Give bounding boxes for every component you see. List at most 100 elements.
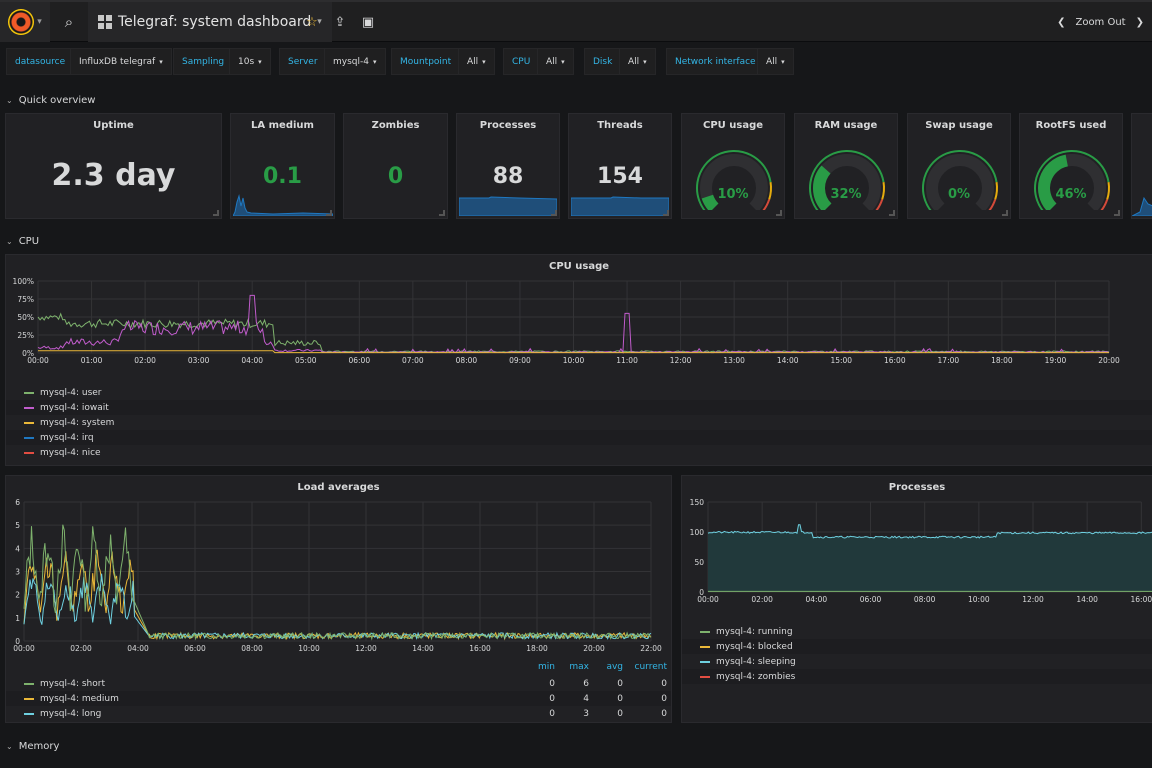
gauge xyxy=(1034,150,1110,210)
panel-cpu-usage-graph[interactable]: CPU usage 100% 75% 50% 25% 0% 00:00 01:00 02:00… xyxy=(5,254,1152,466)
var-label-disk: Disk xyxy=(584,48,622,75)
resize-handle[interactable] xyxy=(776,210,782,216)
panel-title: Swap usage xyxy=(925,120,993,131)
legend-col-min[interactable]: min xyxy=(538,662,555,672)
cpu-usage-chart: 100% 75% 50% 25% 0%00:00 01:00 02:00 03:00 04:00… xyxy=(13,277,1120,365)
panel-threads[interactable]: Threads 154 xyxy=(568,113,672,219)
var-select-sampling[interactable]: 10s ▾ xyxy=(229,48,271,75)
row-cpu[interactable]: ⌄ CPU xyxy=(6,233,39,249)
star-icon[interactable]: ☆ xyxy=(306,14,318,30)
chevron-left-icon[interactable]: ❮ xyxy=(1057,16,1066,28)
y-tick-label: 150 xyxy=(690,498,705,507)
stat-value: 0.1 xyxy=(263,164,302,189)
legend-label: mysql-4: sleeping xyxy=(716,656,796,667)
panel-zombies[interactable]: Zombies 0 xyxy=(343,113,448,219)
x-tick-label: 04:00 xyxy=(241,356,263,365)
legend-col-current[interactable]: current xyxy=(634,662,667,672)
legend-item-system[interactable]: mysql-4: system xyxy=(6,415,1152,430)
resize-handle[interactable] xyxy=(889,210,895,216)
x-tick-label: 02:00 xyxy=(70,644,92,653)
row-memory[interactable]: ⌄ Memory xyxy=(6,738,59,754)
resize-handle[interactable] xyxy=(663,210,669,216)
grafana-logo-icon xyxy=(8,9,35,35)
x-tick-label: 09:00 xyxy=(509,356,531,365)
stat-value: 88 xyxy=(492,164,524,189)
legend-item-user[interactable]: mysql-4: user xyxy=(6,385,1152,400)
resize-handle[interactable] xyxy=(213,210,219,216)
sparkline xyxy=(233,194,333,216)
panel-la-medium[interactable]: LA medium 0.1 xyxy=(230,113,335,219)
x-tick-label: 06:00 xyxy=(184,644,206,653)
var-select-datasource[interactable]: InfluxDB telegraf ▾ xyxy=(70,48,172,75)
resize-handle[interactable] xyxy=(1114,210,1120,216)
chevron-right-icon[interactable]: ❯ xyxy=(1135,16,1144,28)
gauge-threshold-ok xyxy=(922,150,998,210)
legend-item-iowait[interactable]: mysql-4: iowait xyxy=(6,400,1152,415)
legend-item-zombies[interactable]: mysql-4: zombies xyxy=(682,669,1152,684)
panel-title: Threads xyxy=(597,120,643,131)
gauge-track xyxy=(926,154,994,210)
grafana-menu-button[interactable]: ▾ xyxy=(0,2,50,42)
gauge-fill xyxy=(813,165,832,210)
var-select-network-interface[interactable]: All ▾ xyxy=(757,48,794,75)
x-tick-label: 20:00 xyxy=(1098,356,1120,365)
x-tick-label: 17:00 xyxy=(938,356,960,365)
legend-col-max[interactable]: max xyxy=(569,662,589,672)
legend-swatch xyxy=(700,660,710,663)
panel-processes[interactable]: Processes 88 xyxy=(456,113,560,219)
legend-item-running[interactable]: mysql-4: running xyxy=(682,624,1152,639)
var-label-datasource: datasource xyxy=(6,48,75,75)
x-tick-label: 03:00 xyxy=(188,356,210,365)
gauge-fill xyxy=(701,194,719,210)
x-tick-label: 18:00 xyxy=(991,356,1013,365)
legend-swatch xyxy=(24,682,34,685)
panel-processes-graph[interactable]: Processes 150 100 50 0 00:00 02:00 04:00 06:00 0… xyxy=(681,475,1152,723)
zoom-out-button[interactable]: ❮ Zoom Out ❯ xyxy=(1049,2,1152,42)
gauge-threshold-ok xyxy=(1034,150,1110,210)
panel-title: CPU usage xyxy=(548,261,610,272)
series-system xyxy=(38,350,1109,354)
row-title: CPU xyxy=(18,235,40,247)
series-short xyxy=(23,524,652,641)
row-title: Quick overview xyxy=(18,94,96,106)
search-button[interactable]: ⌕ xyxy=(52,2,86,42)
legend-item-nice[interactable]: mysql-4: nice xyxy=(6,445,1152,460)
legend-label: mysql-4: running xyxy=(716,626,793,637)
x-tick-label: 12:00 xyxy=(1022,595,1044,604)
x-tick-label: 14:00 xyxy=(777,356,799,365)
panel-ram-usage-gauge[interactable]: RAM usage 32% xyxy=(794,113,898,219)
y-tick-label: 0 xyxy=(15,637,20,646)
resize-handle[interactable] xyxy=(551,210,557,216)
legend-item-irq[interactable]: mysql-4: irq xyxy=(6,430,1152,445)
resize-handle[interactable] xyxy=(326,210,332,216)
legend-item-blocked[interactable]: mysql-4: blocked xyxy=(682,639,1152,654)
var-select-server[interactable]: mysql-4 ▾ xyxy=(324,48,386,75)
resize-handle[interactable] xyxy=(439,210,445,216)
panel-swap-usage-gauge[interactable]: Swap usage 0% xyxy=(907,113,1011,219)
x-tick-label: 13:00 xyxy=(723,356,745,365)
panel-uptime[interactable]: Uptime 2.3 day xyxy=(5,113,222,219)
x-tick-label: 10:00 xyxy=(298,644,320,653)
x-tick-label: 16:00 xyxy=(1131,595,1152,604)
save-icon[interactable]: ▣ xyxy=(361,14,375,30)
var-select-mountpoint[interactable]: All ▾ xyxy=(458,48,495,75)
panel-cpu-usage-gauge[interactable]: CPU usage 10% xyxy=(681,113,785,219)
var-select-cpu[interactable]: All ▾ xyxy=(537,48,574,75)
legend-item-sleeping[interactable]: mysql-4: sleeping xyxy=(682,654,1152,669)
panel-load-averages[interactable]: Load averages 6 5 4 3 2 1 0 00:00 02:00 04:00 06:0… xyxy=(5,475,672,723)
resize-handle[interactable] xyxy=(1002,210,1008,216)
x-tick-label: 14:00 xyxy=(1076,595,1098,604)
panel-partial-offscreen[interactable] xyxy=(1131,113,1152,219)
gauge-threshold-warn xyxy=(768,182,772,200)
row-quick-overview[interactable]: ⌄ Quick overview xyxy=(6,92,96,108)
legend-col-avg[interactable]: avg xyxy=(606,662,623,672)
stat-value: 154 xyxy=(597,164,643,189)
panel-rootfs-used-gauge[interactable]: RootFS used 46% xyxy=(1019,113,1123,219)
share-icon[interactable]: ⇪ xyxy=(334,14,346,30)
var-select-disk[interactable]: All ▾ xyxy=(619,48,656,75)
dashboard-picker[interactable]: Telegraf: system dashboard ▾ xyxy=(88,2,332,42)
